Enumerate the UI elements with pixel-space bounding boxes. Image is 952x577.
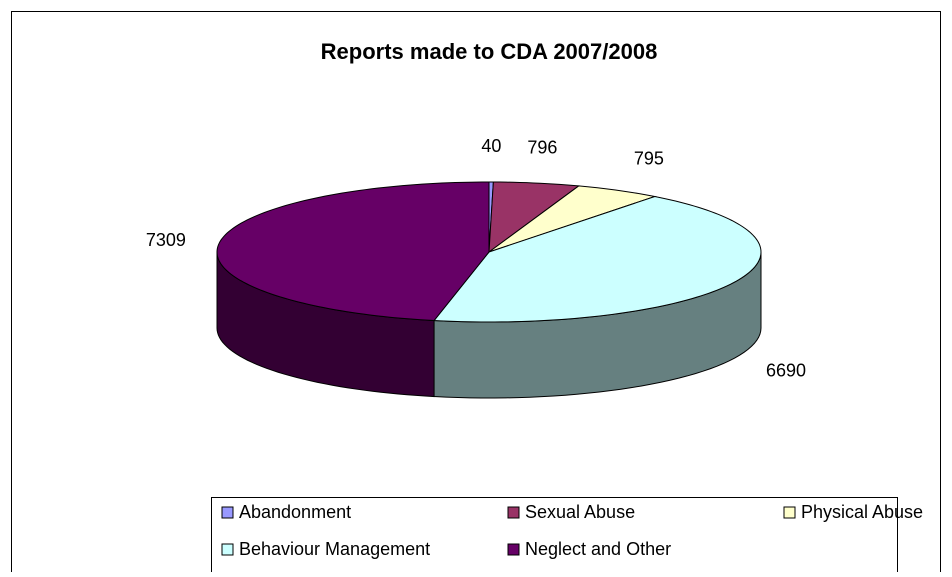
legend-label: Abandonment [239,502,351,522]
legend-swatch [221,506,234,519]
data-label: 6690 [766,360,806,380]
data-label: 40 [481,136,501,156]
legend-label: Sexual Abuse [525,502,635,522]
slice [216,181,490,322]
legend-swatch [783,506,796,519]
slice [433,195,762,323]
slice [488,185,657,253]
legend: Abandonment Sexual Abuse Physical Abuse Beh… [221,502,923,559]
data-label: 796 [527,137,557,157]
legend-box [211,497,898,577]
pie-tops [216,181,762,323]
slice [488,181,581,254]
data-label: 795 [634,148,664,168]
legend-label: Neglect and Other [525,539,671,559]
legend-swatch [507,543,520,556]
legend-label: Behaviour Management [239,539,430,559]
labels: 40 796 795 6690 7309 [146,136,806,381]
legend-swatch [221,543,234,556]
legend-label: Physical Abuse [801,502,923,522]
data-label: 7309 [146,230,186,250]
legend-swatch [507,506,520,519]
chart-title: Reports made to CDA 2007/2008 [321,39,658,64]
